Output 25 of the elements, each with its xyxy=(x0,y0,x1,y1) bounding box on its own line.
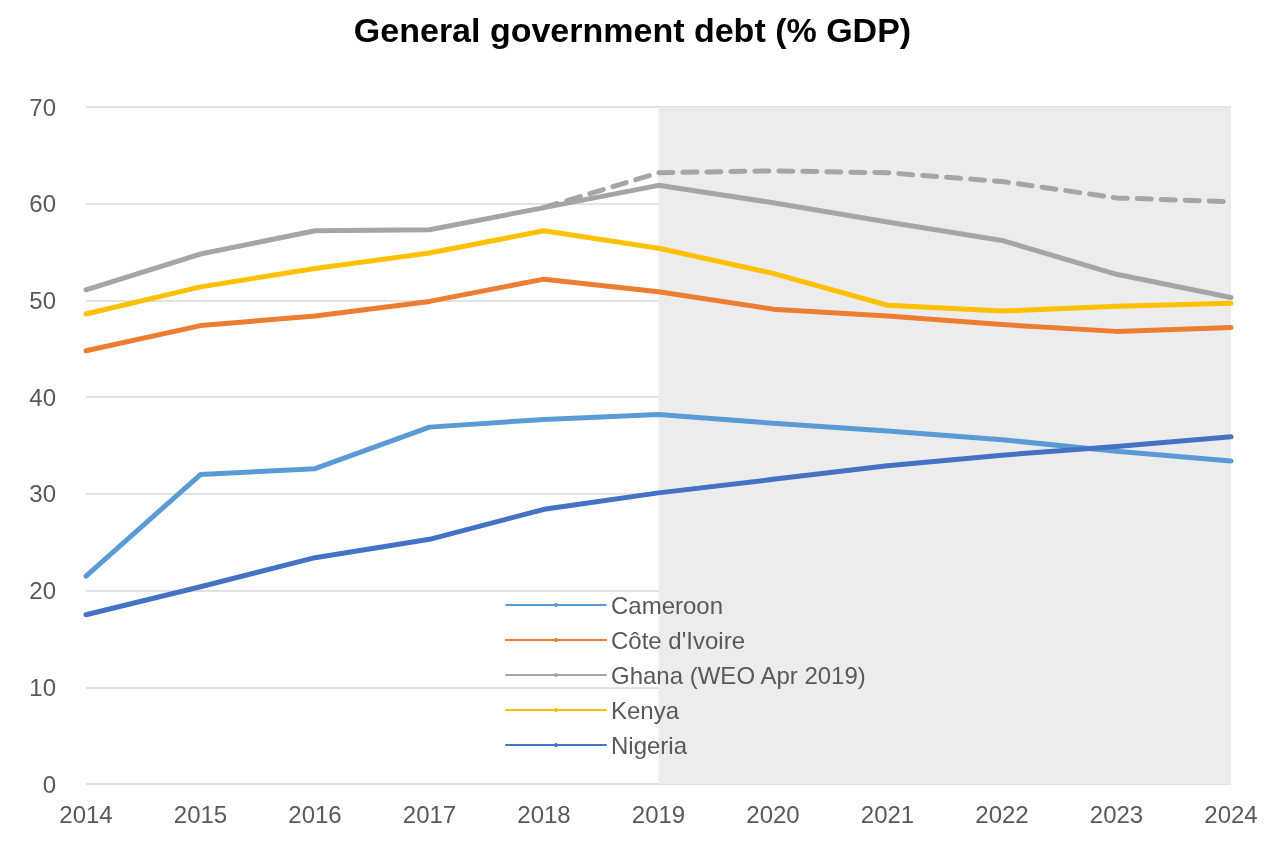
y-tick-label: 50 xyxy=(29,286,56,314)
legend-label: Côte d'Ivoire xyxy=(611,626,745,654)
legend-label: Kenya xyxy=(611,696,680,724)
x-tick-label: 2018 xyxy=(517,800,571,828)
legend-label: Nigeria xyxy=(611,731,688,759)
x-tick-label: 2015 xyxy=(173,800,228,828)
y-tick-label: 0 xyxy=(42,770,56,798)
y-tick-label: 70 xyxy=(29,93,56,121)
x-tick-label: 2021 xyxy=(860,800,915,828)
x-tick-label: 2020 xyxy=(746,800,800,828)
x-tick-label: 2017 xyxy=(402,800,457,828)
x-tick-label: 2023 xyxy=(1089,800,1144,828)
legend-label: Ghana (WEO Apr 2019) xyxy=(611,661,866,689)
x-tick-label: 2019 xyxy=(631,800,686,828)
y-tick-label: 30 xyxy=(29,480,56,508)
y-tick-label: 10 xyxy=(29,673,56,701)
x-tick-label: 2014 xyxy=(59,800,113,828)
y-tick-label: 40 xyxy=(29,383,56,411)
x-tick-label: 2024 xyxy=(1204,800,1258,828)
y-tick-label: 20 xyxy=(29,577,56,605)
x-tick-label: 2022 xyxy=(975,800,1029,828)
x-tick-label: 2016 xyxy=(288,800,342,828)
y-tick-label: 60 xyxy=(29,190,56,218)
chart-title: General government debt (% GDP) xyxy=(353,11,912,49)
legend-label: Cameroon xyxy=(611,591,724,619)
